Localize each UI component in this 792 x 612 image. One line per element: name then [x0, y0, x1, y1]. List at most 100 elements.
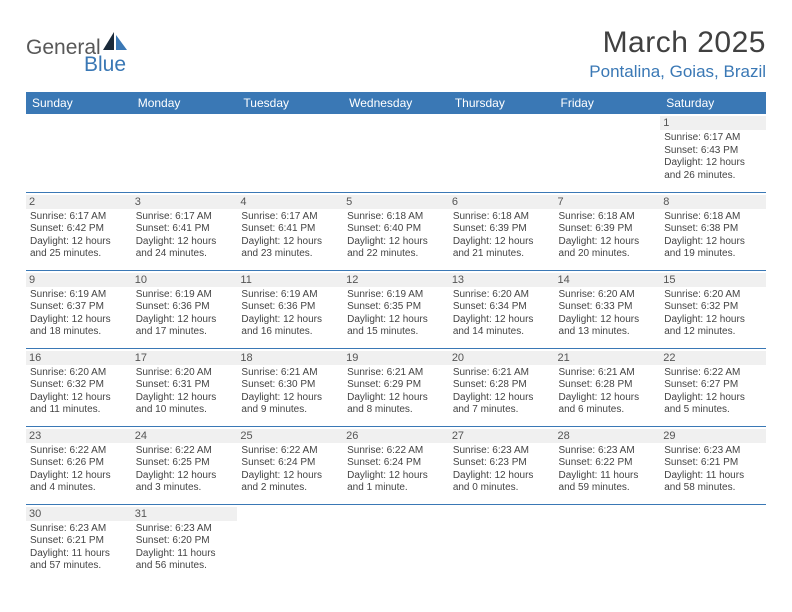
day-info-line: and 13 minutes. — [559, 326, 657, 339]
day-info: Sunrise: 6:21 AMSunset: 6:28 PMDaylight:… — [453, 367, 551, 417]
day-info: Sunrise: 6:20 AMSunset: 6:32 PMDaylight:… — [664, 289, 762, 339]
weekday-header: Thursday — [449, 92, 555, 114]
day-info-line: Daylight: 12 hours — [347, 236, 445, 249]
weekday-row: SundayMondayTuesdayWednesdayThursdayFrid… — [26, 92, 766, 114]
calendar-day-cell: 21Sunrise: 6:21 AMSunset: 6:28 PMDayligh… — [555, 348, 661, 426]
day-info-line: and 21 minutes. — [453, 248, 551, 261]
day-info-line: and 26 minutes. — [664, 170, 762, 183]
calendar-day-cell: 12Sunrise: 6:19 AMSunset: 6:35 PMDayligh… — [343, 270, 449, 348]
weekday-header: Tuesday — [237, 92, 343, 114]
day-info: Sunrise: 6:18 AMSunset: 6:40 PMDaylight:… — [347, 211, 445, 261]
day-info-line: Sunrise: 6:20 AM — [136, 367, 234, 380]
day-info: Sunrise: 6:18 AMSunset: 6:38 PMDaylight:… — [664, 211, 762, 261]
day-info: Sunrise: 6:22 AMSunset: 6:24 PMDaylight:… — [241, 445, 339, 495]
calendar-day-cell: 2Sunrise: 6:17 AMSunset: 6:42 PMDaylight… — [26, 192, 132, 270]
day-info-line: Sunset: 6:25 PM — [136, 457, 234, 470]
day-number: 10 — [132, 273, 238, 287]
day-number: 27 — [449, 429, 555, 443]
day-info-line: Daylight: 12 hours — [241, 392, 339, 405]
day-info-line: Sunrise: 6:17 AM — [241, 211, 339, 224]
day-number: 15 — [660, 273, 766, 287]
day-content: 26Sunrise: 6:22 AMSunset: 6:24 PMDayligh… — [343, 427, 449, 498]
day-content: 19Sunrise: 6:21 AMSunset: 6:29 PMDayligh… — [343, 349, 449, 420]
day-info-line: and 3 minutes. — [136, 482, 234, 495]
day-info-line: Daylight: 12 hours — [453, 392, 551, 405]
day-info: Sunrise: 6:19 AMSunset: 6:37 PMDaylight:… — [30, 289, 128, 339]
day-info-line: Daylight: 12 hours — [347, 314, 445, 327]
day-number: 17 — [132, 351, 238, 365]
calendar-day-cell: 10Sunrise: 6:19 AMSunset: 6:36 PMDayligh… — [132, 270, 238, 348]
day-info-line: Sunset: 6:33 PM — [559, 301, 657, 314]
day-info-line: Sunset: 6:34 PM — [453, 301, 551, 314]
calendar-week: 16Sunrise: 6:20 AMSunset: 6:32 PMDayligh… — [26, 348, 766, 426]
day-info: Sunrise: 6:21 AMSunset: 6:28 PMDaylight:… — [559, 367, 657, 417]
day-content: 23Sunrise: 6:22 AMSunset: 6:26 PMDayligh… — [26, 427, 132, 498]
day-content: 4Sunrise: 6:17 AMSunset: 6:41 PMDaylight… — [237, 193, 343, 264]
calendar-week: 30Sunrise: 6:23 AMSunset: 6:21 PMDayligh… — [26, 504, 766, 582]
day-info: Sunrise: 6:18 AMSunset: 6:39 PMDaylight:… — [453, 211, 551, 261]
day-info-line: Sunrise: 6:22 AM — [30, 445, 128, 458]
day-info-line: and 6 minutes. — [559, 404, 657, 417]
day-info-line: Daylight: 12 hours — [347, 392, 445, 405]
day-info-line: Sunset: 6:39 PM — [559, 223, 657, 236]
day-info-line: and 19 minutes. — [664, 248, 762, 261]
day-number: 1 — [660, 116, 766, 130]
day-info-line: and 59 minutes. — [559, 482, 657, 495]
day-info-line: Daylight: 12 hours — [136, 470, 234, 483]
day-info-line: Sunset: 6:24 PM — [241, 457, 339, 470]
day-number: 6 — [449, 195, 555, 209]
day-content: 16Sunrise: 6:20 AMSunset: 6:32 PMDayligh… — [26, 349, 132, 420]
day-info-line: and 1 minute. — [347, 482, 445, 495]
day-info-line: Sunrise: 6:23 AM — [664, 445, 762, 458]
calendar-empty-cell — [449, 504, 555, 582]
day-info-line: Daylight: 12 hours — [559, 392, 657, 405]
day-content: 15 Sunrise: 6:20 AMSunset: 6:32 PMDayligh… — [660, 271, 766, 342]
day-info-line: Sunset: 6:37 PM — [30, 301, 128, 314]
day-info-line: Sunrise: 6:23 AM — [453, 445, 551, 458]
calendar-day-cell: 6 Sunrise: 6:18 AMSunset: 6:39 PMDaylight… — [449, 192, 555, 270]
day-content: 11 Sunrise: 6:19 AMSunset: 6:36 PMDayligh… — [237, 271, 343, 342]
day-info-line: and 24 minutes. — [136, 248, 234, 261]
day-info-line: Sunset: 6:36 PM — [136, 301, 234, 314]
day-number: 2 — [26, 195, 132, 209]
day-info-line: Daylight: 12 hours — [664, 314, 762, 327]
calendar-day-cell: 17 Sunrise: 6:20 AMSunset: 6:31 PMDayligh… — [132, 348, 238, 426]
calendar-empty-cell — [237, 504, 343, 582]
day-info-line: Sunset: 6:28 PM — [559, 379, 657, 392]
day-info-line: and 14 minutes. — [453, 326, 551, 339]
day-content: 5Sunrise: 6:18 AMSunset: 6:40 PMDaylight… — [343, 193, 449, 264]
calendar-week: 9Sunrise: 6:19 AMSunset: 6:37 PMDaylight… — [26, 270, 766, 348]
day-info-line: and 8 minutes. — [347, 404, 445, 417]
day-info: Sunrise: 6:19 AMSunset: 6:36 PMDaylight:… — [241, 289, 339, 339]
day-number: 23 — [26, 429, 132, 443]
day-info: Sunrise: 6:17 AMSunset: 6:41 PMDaylight:… — [136, 211, 234, 261]
day-info-line: Sunrise: 6:22 AM — [664, 367, 762, 380]
day-number: 13 — [449, 273, 555, 287]
day-content: 13Sunrise: 6:20 AMSunset: 6:34 PMDayligh… — [449, 271, 555, 342]
day-info: Sunrise: 6:21 AMSunset: 6:29 PMDaylight:… — [347, 367, 445, 417]
day-info-line: Sunset: 6:24 PM — [347, 457, 445, 470]
day-info-line: and 18 minutes. — [30, 326, 128, 339]
day-content: 14Sunrise: 6:20 AMSunset: 6:33 PMDayligh… — [555, 271, 661, 342]
day-info-line: Sunrise: 6:23 AM — [559, 445, 657, 458]
day-info: Sunrise: 6:22 AMSunset: 6:27 PMDaylight:… — [664, 367, 762, 417]
day-info-line: Sunrise: 6:20 AM — [664, 289, 762, 302]
day-number: 22 — [660, 351, 766, 365]
day-content: 1Sunrise: 6:17 AMSunset: 6:43 PMDaylight… — [660, 114, 766, 185]
day-info-line: Sunrise: 6:21 AM — [559, 367, 657, 380]
day-info-line: Sunrise: 6:18 AM — [559, 211, 657, 224]
day-info-line: and 11 minutes. — [30, 404, 128, 417]
day-info-line: Sunrise: 6:21 AM — [241, 367, 339, 380]
calendar-week: 2Sunrise: 6:17 AMSunset: 6:42 PMDaylight… — [26, 192, 766, 270]
day-info: Sunrise: 6:20 AMSunset: 6:31 PMDaylight:… — [136, 367, 234, 417]
calendar-empty-cell — [555, 504, 661, 582]
calendar-day-cell: 3Sunrise: 6:17 AMSunset: 6:41 PMDaylight… — [132, 192, 238, 270]
day-info-line: Sunrise: 6:17 AM — [664, 132, 762, 145]
day-info-line: Sunset: 6:31 PM — [136, 379, 234, 392]
day-info-line: Daylight: 12 hours — [30, 314, 128, 327]
day-info-line: and 2 minutes. — [241, 482, 339, 495]
day-number: 11 — [237, 273, 343, 287]
day-info-line: Sunrise: 6:19 AM — [347, 289, 445, 302]
calendar-day-cell: 8 Sunrise: 6:18 AMSunset: 6:38 PMDaylight… — [660, 192, 766, 270]
day-number: 8 — [660, 195, 766, 209]
